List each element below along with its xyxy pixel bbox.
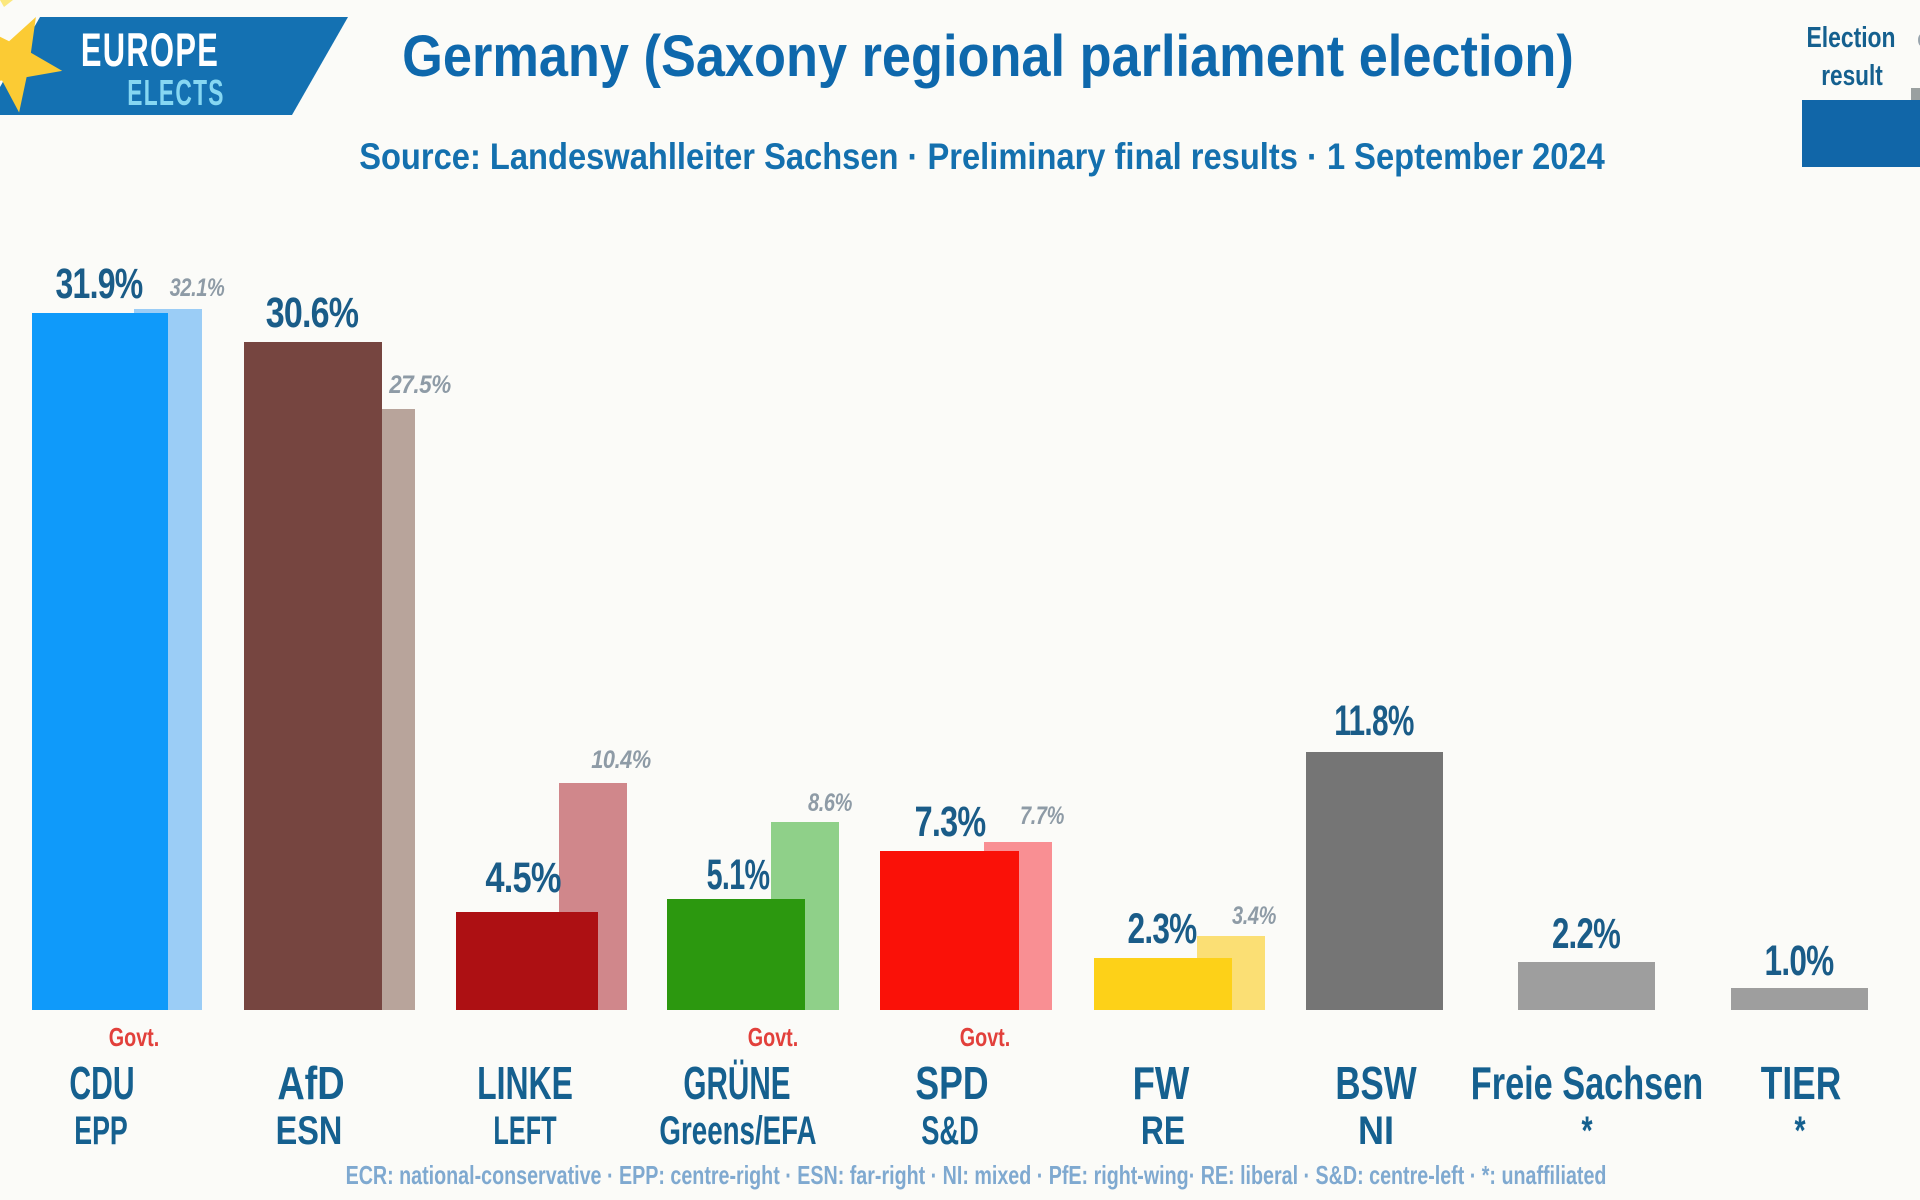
svg-text:ELECTS: ELECTS [127, 74, 224, 113]
svg-text:EUROPE: EUROPE [81, 25, 219, 77]
